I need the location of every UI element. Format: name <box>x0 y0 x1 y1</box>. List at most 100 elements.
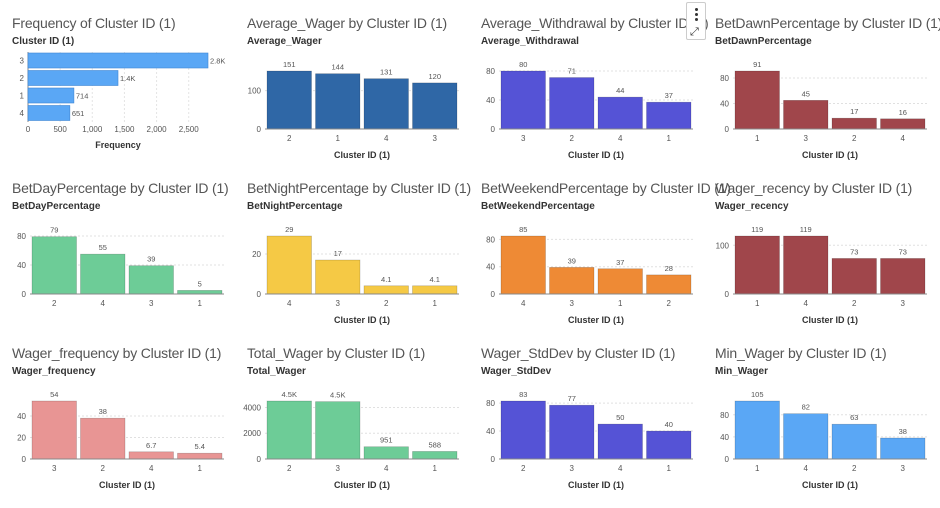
chart-panel-min-wager[interactable]: Min_Wager by Cluster ID (1) Min_Wager 0 40 8… <box>715 345 940 508</box>
bar[interactable] <box>266 235 312 295</box>
bar[interactable] <box>27 87 75 104</box>
bar[interactable] <box>597 96 643 130</box>
bar[interactable] <box>880 118 926 130</box>
bar[interactable] <box>266 70 312 130</box>
chart-panel-bet-night[interactable]: BetNightPercentage by Cluster ID (1) BetN… <box>247 180 479 343</box>
bar[interactable] <box>646 101 692 130</box>
x-tick-label: 1 <box>336 134 341 143</box>
bar[interactable] <box>27 52 209 69</box>
x-tick-label: 1 <box>618 299 623 308</box>
chart-panel-total-wager[interactable]: Total_Wager by Cluster ID (1) Total_Wager… <box>243 345 479 508</box>
more-vertical-icon <box>695 18 698 21</box>
x-tick-label: 1 <box>198 464 203 473</box>
bar[interactable] <box>128 265 174 295</box>
bar[interactable] <box>31 400 77 460</box>
chart-panel-bet-dawn[interactable]: BetDawnPercentage by Cluster ID (1) BetDa… <box>715 15 940 178</box>
chart-panel-avg-withdrawal[interactable]: Average_Withdrawal by Cluster ID (1) Aver… <box>481 15 713 178</box>
x-tick-label: 2 <box>852 299 857 308</box>
more-vertical-icon <box>695 13 698 16</box>
bar[interactable] <box>880 437 926 460</box>
bar[interactable] <box>783 235 829 295</box>
x-tick-label: 1 <box>755 299 760 308</box>
x-axis-title: Cluster ID (1) <box>802 315 858 325</box>
x-tick-label: 1 <box>433 464 438 473</box>
x-axis-title: Cluster ID (1) <box>334 315 390 325</box>
y-tick-label: 40 <box>720 433 729 442</box>
bar[interactable] <box>31 236 77 295</box>
bar[interactable] <box>315 73 361 130</box>
x-axis-title: Cluster ID (1) <box>99 480 155 490</box>
bar[interactable] <box>646 274 692 295</box>
x-tick-label: 3 <box>804 134 809 143</box>
x-tick-label: 4 <box>804 299 809 308</box>
chart-title: Frequency of Cluster ID (1) <box>12 15 176 31</box>
bar[interactable] <box>27 70 119 86</box>
data-label: 37 <box>665 91 673 100</box>
bar[interactable] <box>412 451 458 460</box>
expand-arrows-icon[interactable]: ⤢ <box>690 26 699 38</box>
bar[interactable] <box>315 259 361 295</box>
bar[interactable] <box>734 400 780 460</box>
bar[interactable] <box>597 423 643 460</box>
chart-title: BetDayPercentage by Cluster ID (1) <box>12 180 229 196</box>
bar[interactable] <box>783 100 829 130</box>
chart-panel-wager-stddev[interactable]: Wager_StdDev by Cluster ID (1) Wager_StdD… <box>481 345 713 508</box>
bar[interactable] <box>315 401 361 460</box>
y-tick-label: 0 <box>257 455 262 464</box>
x-tick-label: 3 <box>149 299 154 308</box>
bar[interactable] <box>831 423 877 460</box>
bar[interactable] <box>412 285 458 295</box>
bar[interactable] <box>128 451 174 460</box>
x-tick-label: 2 <box>101 464 106 473</box>
x-axis-title: Cluster ID (1) <box>334 480 390 490</box>
chart-svg-bet-day: 0 40 80 79 2 55 4 39 3 5 1 <box>17 226 224 308</box>
chart-panel-bet-day[interactable]: BetDayPercentage by Cluster ID (1) BetDay… <box>12 180 244 343</box>
x-tick-label: 0 <box>26 125 31 134</box>
bar[interactable] <box>177 290 223 295</box>
panel-menu-button[interactable]: ⤢ <box>686 2 706 40</box>
bar[interactable] <box>363 446 409 460</box>
bar[interactable] <box>549 267 595 295</box>
chart-title: BetWeekendPercentage by Cluster ID (1) <box>481 180 731 196</box>
x-tick-label: 3 <box>433 134 438 143</box>
bar[interactable] <box>500 400 546 460</box>
data-label: 28 <box>665 264 673 273</box>
chart-panel-avg-wager[interactable]: Average_Wager by Cluster ID (1) Average_W… <box>247 15 479 178</box>
y-tick-label: 20 <box>252 250 261 259</box>
chart-panel-freq[interactable]: Frequency of Cluster ID (1) Cluster ID (1… <box>12 15 244 178</box>
bar[interactable] <box>831 117 877 130</box>
chart-panel-wager-recency[interactable]: Wager_recency by Cluster ID (1) Wager_rec… <box>715 180 940 343</box>
chart-axis-caption: BetDawnPercentage <box>715 36 812 47</box>
bar[interactable] <box>363 285 409 295</box>
bar[interactable] <box>500 235 546 295</box>
chart-title: Wager_StdDev by Cluster ID (1) <box>481 345 676 361</box>
chart-svg-wager-recency: 0 100 119 1 119 4 73 2 73 3 Cluster ID (1) <box>716 225 927 325</box>
data-label: 39 <box>568 256 576 265</box>
bar[interactable] <box>549 77 595 130</box>
bar[interactable] <box>646 430 692 460</box>
bar[interactable] <box>880 258 926 295</box>
bar[interactable] <box>734 235 780 295</box>
y-tick-label: 0 <box>22 455 27 464</box>
bar[interactable] <box>597 268 643 295</box>
bar[interactable] <box>734 70 780 130</box>
y-tick-label: 80 <box>17 232 26 241</box>
chart-panel-bet-weekend[interactable]: BetWeekendPercentage by Cluster ID (1) Be… <box>481 180 731 343</box>
bar[interactable] <box>500 70 546 130</box>
data-label: 77 <box>568 394 576 403</box>
bar[interactable] <box>80 253 126 295</box>
data-label: 17 <box>850 107 858 116</box>
bar[interactable] <box>412 82 458 130</box>
chart-panel-wager-frequency[interactable]: Wager_frequency by Cluster ID (1) Wager_f… <box>12 345 244 508</box>
bar[interactable] <box>177 452 223 460</box>
x-tick-label: 3 <box>52 464 57 473</box>
x-tick-label: 1,500 <box>114 125 135 134</box>
bar[interactable] <box>831 258 877 295</box>
bar[interactable] <box>266 400 312 460</box>
bar[interactable] <box>783 413 829 460</box>
bar[interactable] <box>80 417 126 460</box>
bar[interactable] <box>549 404 595 460</box>
x-tick-label: 3 <box>521 134 526 143</box>
bar[interactable] <box>363 78 409 130</box>
bar[interactable] <box>27 105 71 121</box>
